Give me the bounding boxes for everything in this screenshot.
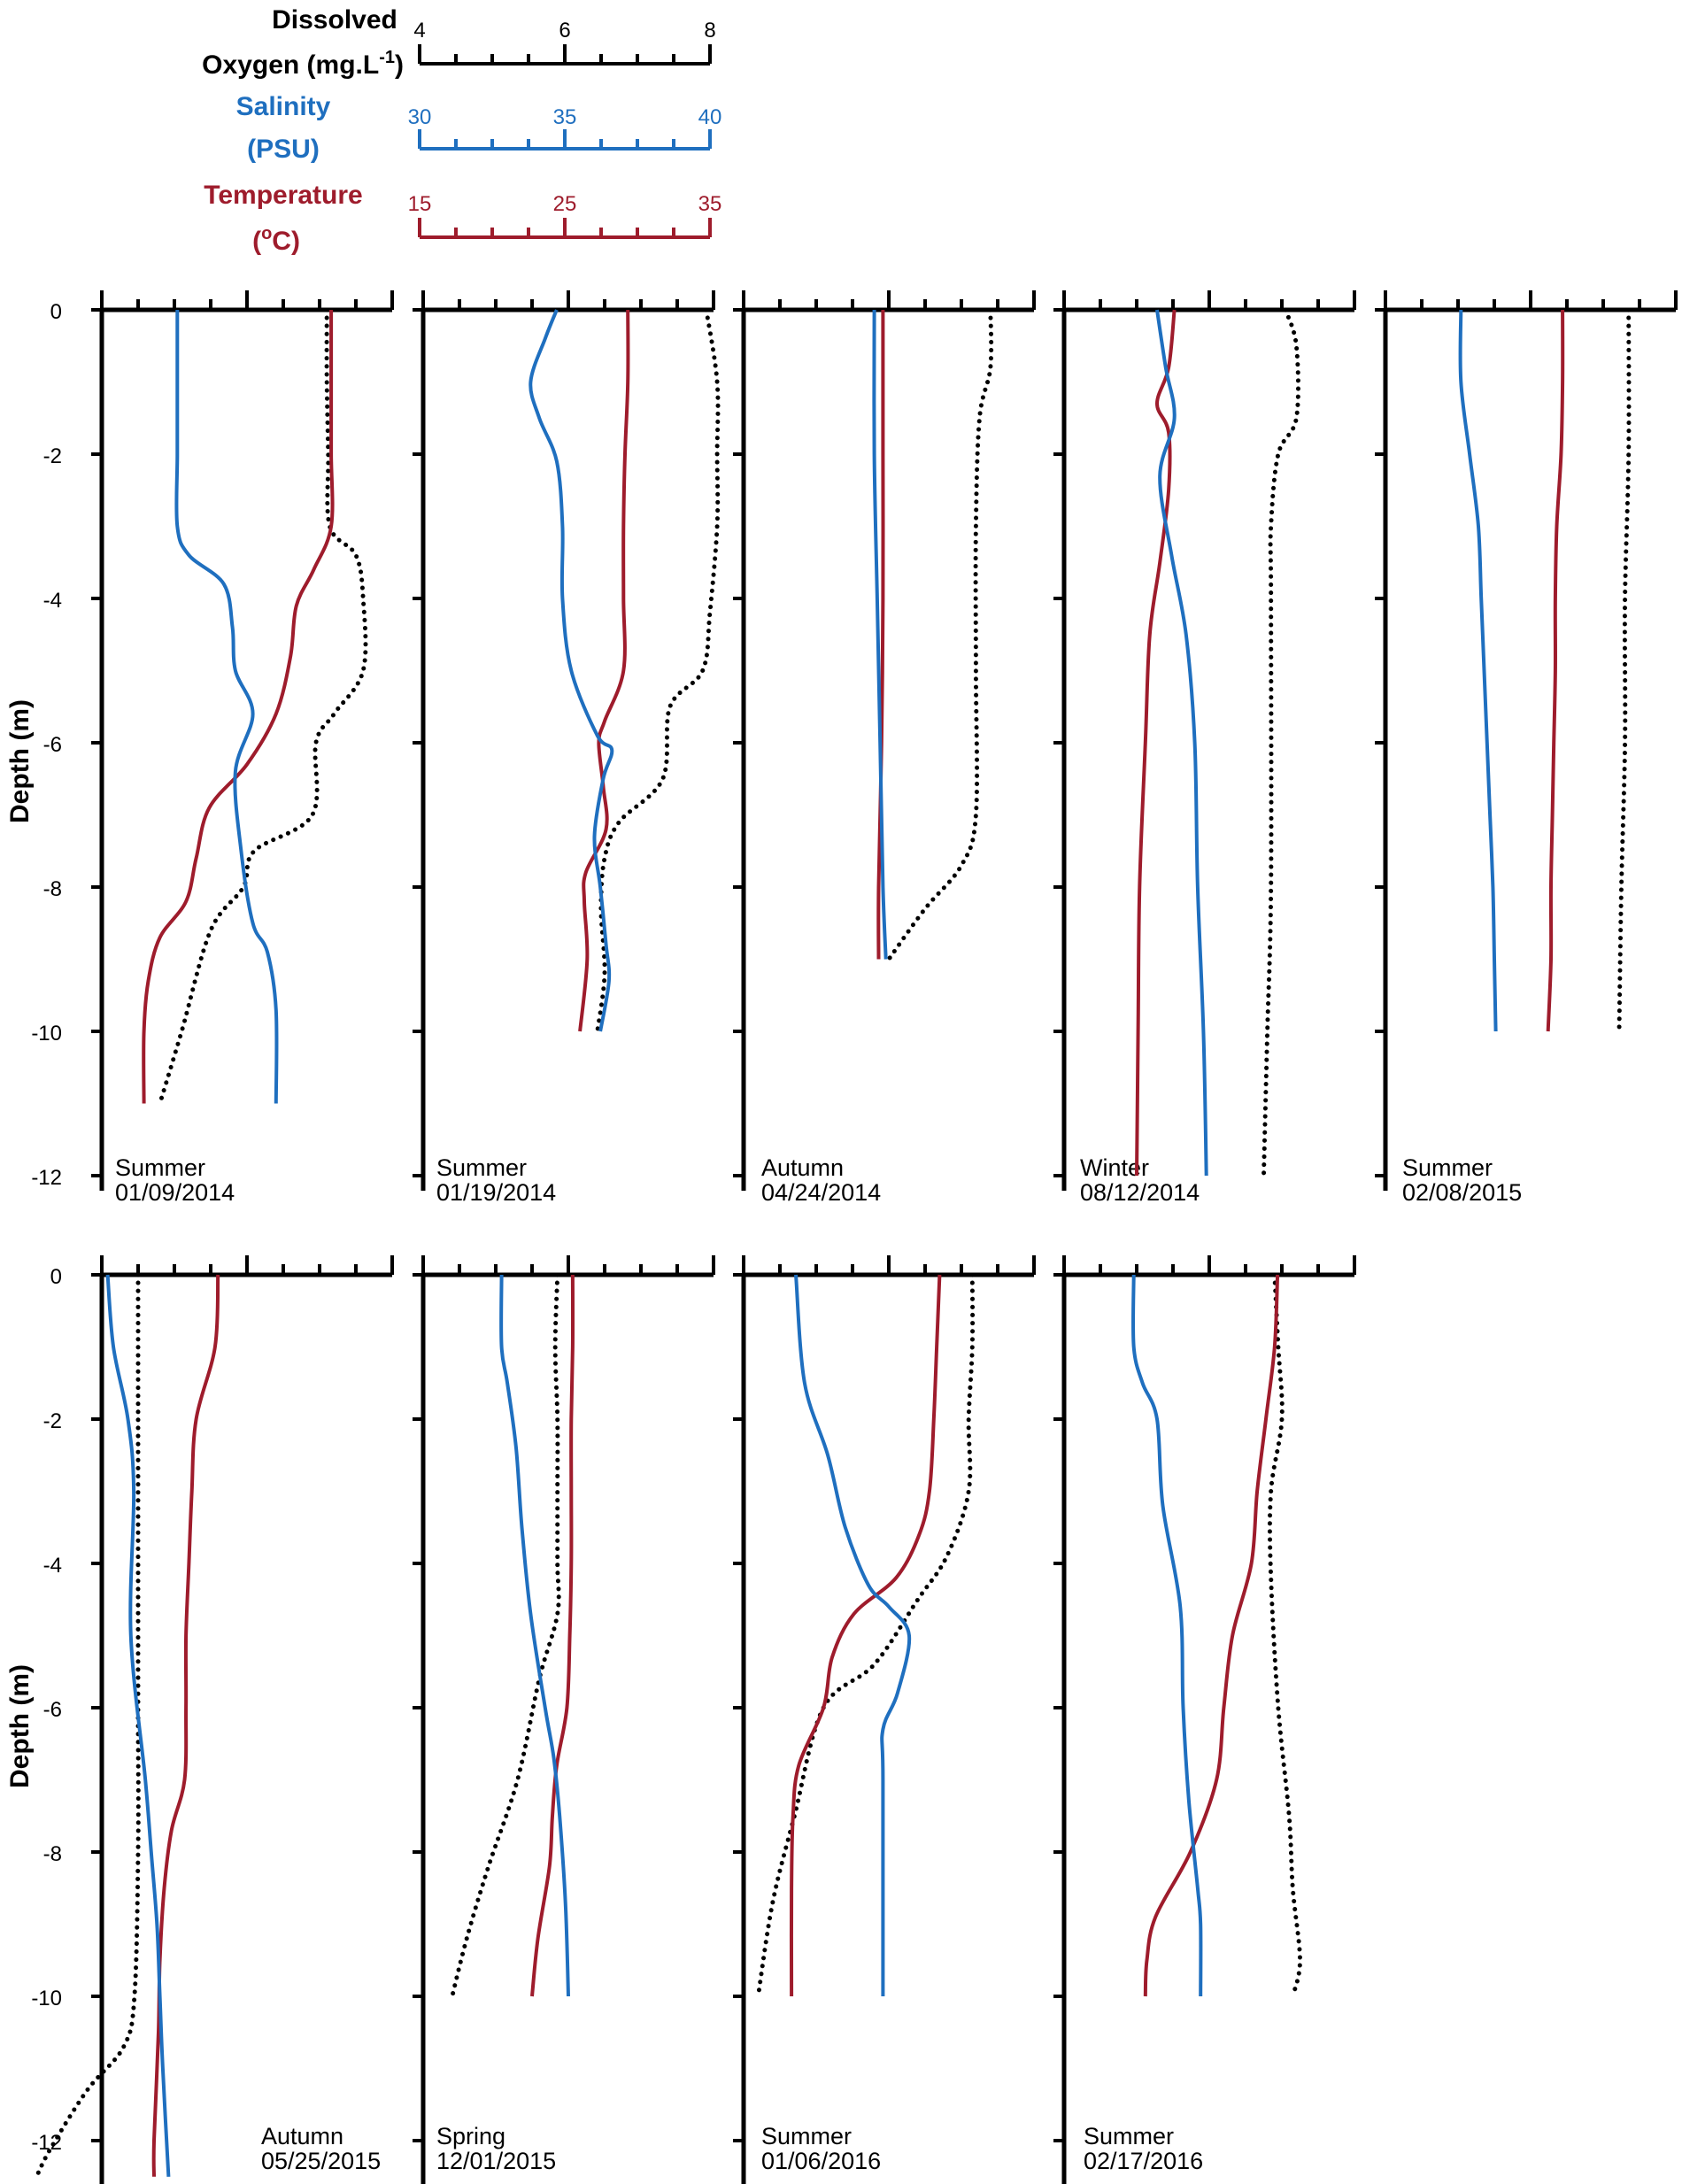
oxygen-profile-line: [1616, 307, 1632, 1034]
oxygen-profile-line: [34, 1272, 141, 2180]
panel-date-label: 01/19/2014: [436, 1179, 556, 1206]
y-tick-label: -4: [43, 1554, 62, 1578]
temperature-profile-line: [530, 1274, 575, 1997]
y-tick-label: -10: [31, 1022, 62, 1046]
oxygen-profile-line: [595, 307, 721, 1034]
legend-oxygen-tick-1: 6: [559, 19, 570, 42]
temperature-profile-line: [142, 310, 335, 1104]
panel-season-label: Spring: [436, 2123, 505, 2149]
salinity-profile-line: [174, 310, 279, 1104]
panel-spring-12-01-2015: Spring 12/01/2015: [413, 1255, 715, 2184]
salinity-profile-line: [1458, 309, 1498, 1032]
legend-temperature-title-line2: (oC): [252, 224, 300, 256]
legend-salinity-title-line2: (PSU): [247, 135, 320, 164]
temperature-profile-line: [1546, 309, 1565, 1032]
y-axis-row-1: Depth (m) 0 -2 -4 -6 -8 -10 -12: [5, 300, 62, 1190]
y-axis-label-row-2: Depth (m): [5, 1664, 35, 1788]
panel-date-label: 01/06/2016: [761, 2148, 881, 2174]
temperature-profile-line: [1143, 1274, 1280, 1997]
temperature-profile-line: [151, 1274, 220, 2177]
legend: Dissolved Oxygen (mg.L-1) 4 6 8 Salinity…: [202, 5, 721, 256]
legend-temperature-tick-2: 35: [698, 192, 722, 216]
y-tick-label: -2: [43, 1409, 62, 1433]
legend-oxygen-scale: 4 6 8: [413, 19, 716, 66]
panel-date-label: 01/09/2014: [115, 1179, 235, 1206]
oxygen-profile-line: [886, 307, 994, 961]
panel-season-label: Summer: [761, 2123, 852, 2149]
legend-oxygen-tick-2: 8: [704, 19, 715, 42]
y-tick-label: -6: [43, 733, 62, 757]
y-tick-label: -4: [43, 589, 62, 613]
y-tick-label: -12: [31, 1166, 62, 1190]
legend-temperature-tick-0: 15: [408, 192, 432, 216]
salinity-profile-line: [105, 1274, 171, 2177]
legend-salinity-tick-1: 35: [553, 105, 577, 129]
panel-summer-01-19-2014: Summer 01/19/2014: [413, 290, 721, 1206]
legend-salinity-tick-0: 30: [408, 105, 432, 129]
legend-oxygen-title-line1: Dissolved: [272, 5, 397, 35]
temperature-profile-line: [789, 1274, 942, 1997]
oxygen-profile-line: [1267, 1272, 1303, 1999]
oxygen-profile-line: [158, 307, 368, 1106]
oxygen-profile-line: [450, 1272, 561, 1999]
legend-temperature-title-line1: Temperature: [204, 181, 363, 210]
panel-date-label: 05/25/2015: [261, 2148, 381, 2174]
panel-date-label: 04/24/2014: [761, 1179, 881, 1206]
y-tick-label: 0: [50, 1265, 62, 1289]
y-tick-label: -8: [43, 877, 62, 901]
y-axis-label-row-1: Depth (m): [5, 699, 35, 823]
salinity-profile-line: [529, 309, 614, 1032]
temperature-profile-line: [578, 309, 630, 1032]
salinity-profile-line: [794, 1274, 912, 1996]
panel-season-label: Winter: [1080, 1154, 1149, 1181]
legend-salinity-tick-2: 40: [698, 105, 722, 129]
profile-panels: Summer 01/09/2014 Summer 01/19/2014 Autu…: [34, 290, 1678, 2184]
panel-season-label: Summer: [115, 1154, 205, 1181]
y-tick-label: 0: [50, 300, 62, 324]
panel-autumn-05-25-2015: Autumn 05/25/2015: [34, 1255, 394, 2184]
salinity-profile-line: [872, 309, 888, 960]
panel-winter-08-12-2014: Winter 08/12/2014: [1053, 290, 1356, 1206]
y-tick-label: -12: [31, 2131, 62, 2155]
y-tick-label: -10: [31, 1987, 62, 2010]
panel-date-label: 02/17/2016: [1084, 2148, 1203, 2174]
y-tick-label: -2: [43, 444, 62, 468]
panel-date-label: 08/12/2014: [1080, 1179, 1200, 1206]
legend-temperature-tick-1: 25: [553, 192, 577, 216]
panel-autumn-04-24-2014: Autumn 04/24/2014: [733, 290, 1036, 1206]
panel-summer-01-09-2014: Summer 01/09/2014: [91, 290, 394, 1206]
panel-date-label: 12/01/2015: [436, 2148, 556, 2174]
temperature-profile-line: [876, 310, 885, 960]
panel-season-label: Summer: [1402, 1154, 1493, 1181]
oxygen-profile-line: [1262, 307, 1300, 1178]
y-axis-row-2: Depth (m) 0 -2 -4 -6 -8 -10 -12: [5, 1265, 62, 2155]
panel-season-label: Autumn: [761, 1154, 844, 1181]
y-tick-label: -8: [43, 1842, 62, 1866]
salinity-profile-line: [1130, 1274, 1203, 1997]
legend-temperature-scale: 15 25 35: [408, 192, 722, 239]
panel-season-label: Autumn: [261, 2123, 343, 2149]
y-tick-label: -6: [43, 1698, 62, 1722]
panel-summer-02-17-2016: Summer 02/17/2016: [1053, 1255, 1356, 2184]
legend-oxygen-title-line2: Oxygen (mg.L-1): [202, 48, 404, 80]
panel-date-label: 02/08/2015: [1402, 1179, 1522, 1206]
salinity-profile-line: [499, 1274, 570, 1997]
oxygen-profile-line: [755, 1272, 976, 1999]
legend-salinity-title-line1: Salinity: [236, 92, 331, 121]
panel-summer-02-08-2015: Summer 02/08/2015: [1375, 290, 1678, 1206]
salinity-profile-line: [1155, 309, 1208, 1177]
panel-season-label: Summer: [1084, 2123, 1174, 2149]
legend-salinity-scale: 30 35 40: [408, 105, 722, 150]
panel-season-label: Summer: [436, 1154, 527, 1181]
panel-summer-01-06-2016: Summer 01/06/2016: [733, 1255, 1036, 2184]
legend-oxygen-tick-0: 4: [413, 19, 425, 42]
temperature-profile-line: [1135, 309, 1177, 1177]
